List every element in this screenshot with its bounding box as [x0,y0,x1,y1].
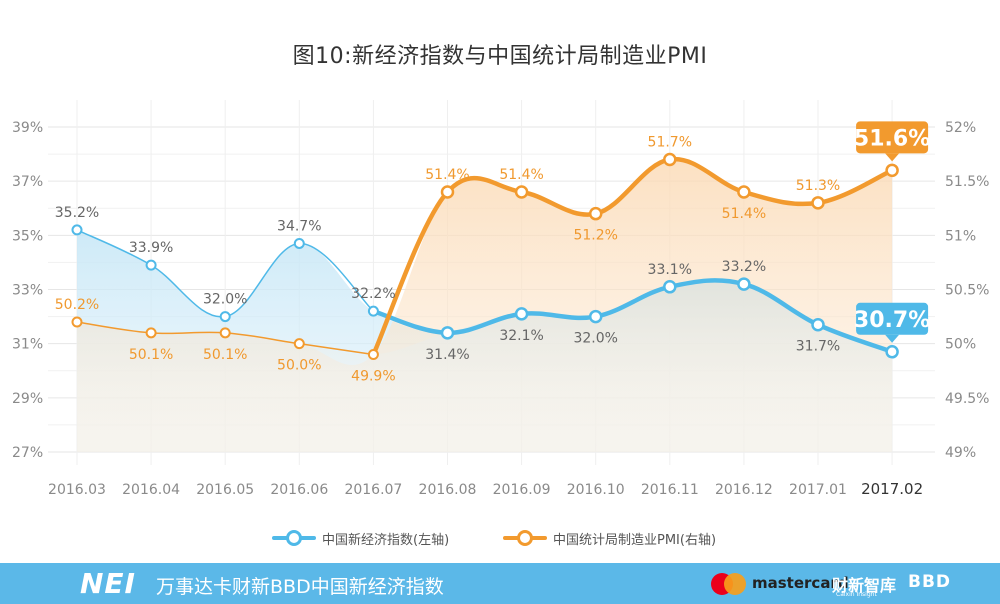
callout-pmi-pointer [885,153,900,162]
caixin-logo: 财新智库 [832,576,897,595]
y-axis-left-tick: 27% [12,445,43,461]
data-label-pmi: 49.9% [351,369,395,385]
data-label-new-economy: 31.4% [425,347,469,363]
legend-swatch-blue [272,527,316,549]
data-label-new-economy: 32.0% [203,292,247,308]
nei-logo: NEI [80,567,136,600]
data-point-pmi [219,327,231,339]
data-point-new-economy [440,326,455,340]
data-label-new-economy: 32.1% [499,328,543,344]
callout-new-economy-box [856,302,929,335]
data-point-new-economy [293,237,305,249]
y-axis-left-tick: 37% [12,174,43,190]
x-axis-tick: 2017.01 [789,482,847,498]
chart-title: 图10:新经济指数与中国统计局制造业PMI [292,44,708,69]
data-point-new-economy [367,305,379,317]
y-axis-right-tick: 50.5% [945,283,989,299]
mastercard-wordmark: mastercard [752,574,849,592]
data-point-pmi [737,185,751,199]
data-point-new-economy [737,277,751,291]
data-label-pmi: 51.4% [499,167,543,183]
data-label-pmi: 50.1% [129,347,173,363]
y-axis-right-tick: 49.5% [945,391,989,407]
data-label-new-economy: 32.2% [351,286,395,302]
data-point-pmi [71,316,83,328]
x-axis-tick: 2016.11 [641,482,699,498]
data-point-new-economy [71,224,83,236]
legend-swatch-orange [503,527,547,549]
bbd-logo: BBD [908,572,952,592]
data-label-pmi: 51.4% [722,206,766,222]
data-label-new-economy: 31.7% [796,339,840,355]
callout-pmi-box [856,121,929,154]
x-axis-tick: 2016.12 [715,482,773,498]
y-axis-right-tick: 49% [945,445,976,461]
y-axis-right-tick: 51% [945,228,976,244]
data-label-pmi: 51.4% [425,167,469,183]
legend-label-pmi: 中国统计局制造业PMI(右轴) [553,532,717,548]
data-point-pmi [145,327,157,339]
caixin-logo-subtitle: Caixin Insight [836,591,877,598]
x-axis-tick: 2016.04 [122,482,180,498]
data-label-pmi: 51.3% [796,178,840,194]
data-point-new-economy [811,317,825,332]
data-label-pmi: 50.0% [277,358,321,374]
y-axis-left-tick: 33% [12,283,43,299]
data-point-pmi [440,185,455,199]
data-point-pmi [663,152,677,167]
area-overlap [77,280,893,452]
data-point-pmi [811,196,825,210]
series-line-new-economy-thick [371,278,895,355]
data-label-new-economy: 35.2% [55,205,99,221]
data-label-new-economy: 32.0% [573,331,617,347]
data-point-pmi [885,163,899,178]
y-axis-right-tick: 52% [945,120,976,136]
legend-label-new-economy: 中国新经济指数(左轴) [322,532,450,548]
y-axis-left-tick: 39% [12,120,43,136]
data-point-new-economy [219,311,231,323]
y-axis-left-tick: 29% [12,391,43,407]
data-point-new-economy [663,280,677,294]
x-axis-tick: 2017.02 [861,480,923,498]
x-axis-tick: 2016.07 [344,482,402,498]
chart-legend: 中国新经济指数(左轴) 中国统计局制造业PMI(右轴) [0,527,1000,549]
data-point-new-economy [145,259,157,271]
data-point-new-economy [588,309,603,324]
data-point-pmi [588,206,603,221]
data-label-pmi: 51.7% [648,135,692,151]
x-axis-tick: 2016.10 [567,482,625,498]
y-axis-left-tick: 31% [12,337,43,353]
mastercard-logo-icon [711,573,747,595]
callout-pmi-text: 51.6% [854,126,930,151]
legend-item-new-economy: 中国新经济指数(左轴) [272,527,449,549]
data-point-pmi [514,185,529,199]
data-label-new-economy: 33.2% [722,259,766,275]
y-axis-left-tick: 35% [12,228,43,244]
data-point-new-economy [885,345,899,359]
x-axis-tick: 2016.05 [196,482,254,498]
data-point-pmi [293,338,305,350]
x-axis-tick: 2016.03 [48,482,106,498]
data-label-new-economy: 33.9% [129,240,173,256]
callout-new-economy-text: 30.7% [854,308,930,333]
data-label-pmi: 50.2% [55,297,99,313]
legend-item-pmi: 中国统计局制造业PMI(右轴) [503,527,716,549]
x-axis-tick: 2016.09 [493,482,551,498]
y-axis-right-tick: 50% [945,337,976,353]
data-label-pmi: 50.1% [203,347,247,363]
data-point-new-economy [514,307,529,321]
y-axis-right-tick: 51.5% [945,174,989,190]
x-axis-tick: 2016.08 [419,482,477,498]
data-label-new-economy: 34.7% [277,218,321,234]
data-label-new-economy: 33.1% [648,262,692,278]
data-point-pmi [367,349,379,360]
footer-bar: NEI 万事达卡财新BBD中国新经济指数 mastercard 财新智库 Cai… [0,563,1000,604]
data-label-pmi: 51.2% [573,228,617,244]
footer-title: 万事达卡财新BBD中国新经济指数 [156,576,444,598]
x-axis-tick: 2016.06 [270,482,328,498]
callout-new-economy-pointer [885,334,900,343]
